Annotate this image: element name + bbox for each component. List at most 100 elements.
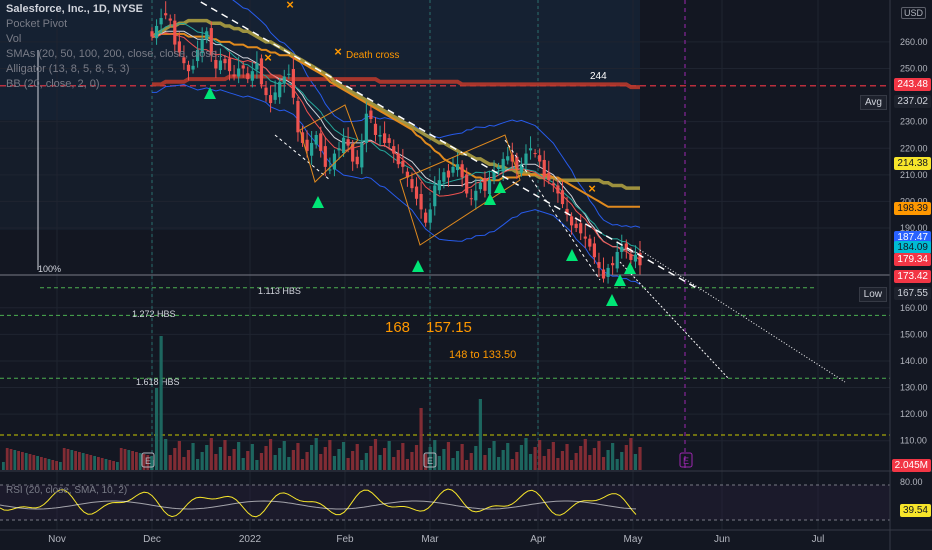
volume-bar — [177, 441, 181, 470]
candle-body — [227, 58, 232, 72]
volume-bar — [43, 458, 47, 470]
volume-bar — [465, 460, 469, 470]
volume-bar — [433, 440, 437, 470]
price-tag: 184.09 — [894, 241, 931, 254]
volume-bar — [478, 399, 482, 470]
candle-body — [487, 180, 492, 194]
volume-bar — [131, 451, 134, 470]
candle-body — [528, 148, 533, 151]
candle-body — [465, 174, 469, 194]
chart-legend: Salesforce, Inc., 1D, NYSE Pocket Pivot … — [6, 2, 226, 92]
volume-bar — [360, 460, 364, 470]
price-axis-tick: 210.00 — [900, 170, 928, 180]
candle-body — [469, 198, 473, 200]
sma-50-line — [152, 32, 640, 208]
candle-body — [474, 190, 478, 201]
volume-bar — [241, 458, 245, 470]
currency-button[interactable]: USD — [900, 7, 926, 19]
price-axis-tick: 150.00 — [900, 329, 928, 339]
candle-body — [633, 254, 638, 262]
volume-bar — [200, 452, 204, 470]
candle-body — [373, 123, 378, 135]
candle-body — [519, 164, 524, 173]
candle-body — [414, 186, 419, 199]
legend-volume[interactable]: Vol — [6, 33, 22, 45]
volume-bar — [442, 449, 446, 470]
candle-body — [442, 172, 446, 182]
time-axis-label: Jul — [812, 534, 825, 545]
legend-bollinger[interactable]: BB (20, close, 2, 0) — [6, 78, 100, 90]
time-axis-label: 2022 — [239, 534, 262, 545]
time-axis-label: Dec — [143, 534, 161, 545]
symbol-title[interactable]: Salesforce, Inc., 1D, NYSE — [6, 3, 143, 15]
price-tag: 167.55 — [894, 287, 931, 300]
legend-pocket-pivot[interactable]: Pocket Pivot — [6, 18, 68, 30]
volume-bar — [469, 453, 473, 470]
candle-body — [264, 87, 268, 96]
candle-body — [287, 73, 291, 75]
volume-bar — [104, 459, 108, 470]
pocket-pivot-marker — [412, 260, 424, 272]
volume-bar — [259, 453, 264, 470]
flag-pattern-2 — [399, 134, 521, 246]
volume-bar — [28, 454, 32, 470]
price-axis-tick: 200.00 — [900, 196, 928, 206]
price-tag: 179.34 — [894, 253, 931, 266]
death-cross-marker: × — [588, 181, 596, 196]
volume-bar — [142, 454, 146, 470]
volume-bar — [583, 439, 587, 470]
volume-bar — [135, 452, 138, 470]
candle-body — [547, 172, 551, 181]
volume-bar — [597, 441, 601, 470]
hbs-1113-label: 1.113 HBS — [258, 286, 301, 296]
volume-bar — [392, 457, 396, 470]
volume-bar — [542, 456, 546, 470]
volume-bar — [246, 451, 250, 470]
volume-bar — [428, 447, 432, 470]
hbs-1272-label: 1.272 HBS — [132, 309, 176, 319]
volume-bar — [5, 448, 9, 470]
volume-bar — [138, 453, 142, 470]
volume-bar — [196, 459, 200, 470]
candle-body — [205, 31, 209, 40]
price-tag: 198.39 — [894, 202, 931, 215]
candle-body — [319, 133, 323, 151]
candle-body — [524, 153, 528, 165]
volume-bar — [119, 448, 123, 470]
volume-bar — [588, 455, 592, 470]
candle-body — [232, 74, 236, 77]
candle-body — [196, 49, 200, 62]
candle-body — [433, 185, 437, 207]
volume-bar — [78, 452, 81, 470]
candle-body — [556, 185, 560, 194]
volume-bar — [451, 458, 455, 470]
legend-alligator[interactable]: Alligator (13, 8, 5, 8, 5, 3) — [6, 63, 130, 75]
earnings-marker — [679, 452, 693, 468]
candle-body — [351, 144, 355, 162]
level-244-label: 244 — [590, 71, 607, 82]
candle-body — [223, 58, 227, 64]
candle-body — [218, 60, 223, 71]
candle-body — [506, 156, 510, 161]
candle-body — [305, 139, 309, 151]
volume-bar — [337, 449, 341, 470]
candle-body — [209, 28, 213, 56]
channel-line-2 — [504, 139, 601, 281]
volume-bar — [328, 440, 332, 470]
volume-bar — [601, 457, 606, 470]
volume-bar — [565, 444, 569, 470]
pocket-pivot-marker — [494, 181, 506, 193]
candle-body — [629, 254, 633, 260]
earnings-label: E — [427, 456, 433, 466]
legend-smas[interactable]: SMAs (20, 50, 100, 200, close, close, cl… — [6, 48, 227, 60]
candle-body — [396, 153, 400, 165]
death-cross-label: Death cross — [346, 50, 399, 61]
candle-body — [538, 155, 542, 162]
candle-body — [419, 193, 423, 210]
volume-bar — [419, 408, 423, 470]
candle-body — [250, 71, 254, 81]
volume-bar — [74, 451, 77, 470]
time-axis-label: Jun — [714, 534, 730, 545]
candle-body — [606, 267, 610, 277]
